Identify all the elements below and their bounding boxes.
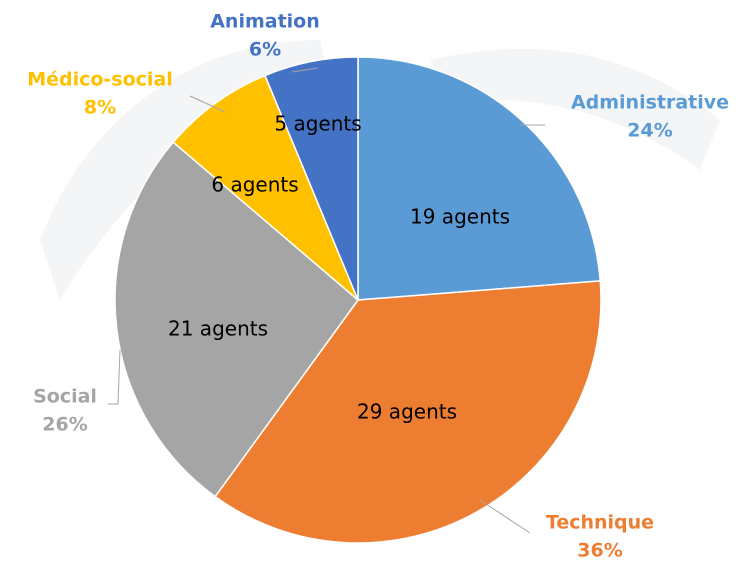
data-label: 21 agents [168, 317, 268, 341]
category-label: Administrative [571, 92, 729, 114]
category-label: Médico-social [27, 69, 173, 91]
percent-label: 8% [84, 97, 116, 119]
data-label: 6 agents [211, 173, 298, 197]
percent-label: 24% [627, 120, 672, 142]
percent-label: 6% [249, 39, 281, 61]
percent-label: 26% [42, 414, 87, 436]
page: 19 agents Administrative 24% 29 agents Techn… [0, 0, 744, 565]
data-label: 19 agents [410, 205, 510, 229]
chart: 19 agents Administrative 24% 29 agents Techn… [0, 0, 744, 565]
category-label: Technique [546, 512, 654, 534]
category-label: Social [33, 386, 97, 408]
data-label: 29 agents [357, 400, 457, 424]
leader-line [108, 350, 120, 404]
data-label: 5 agents [274, 112, 361, 136]
leader-line [480, 500, 530, 533]
percent-label: 36% [577, 540, 622, 562]
category-label: Animation [210, 11, 320, 33]
